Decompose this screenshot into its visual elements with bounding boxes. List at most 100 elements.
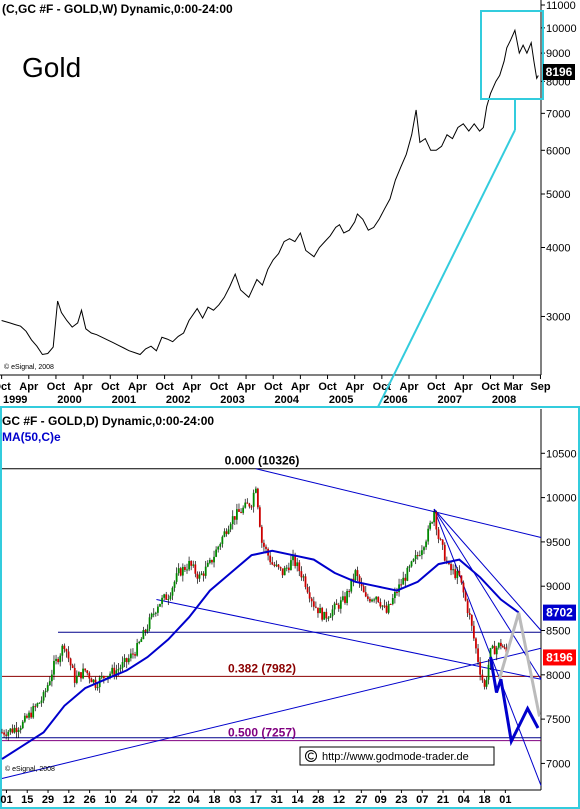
candle-body	[475, 638, 477, 649]
candle-body	[161, 597, 163, 604]
candle-body	[375, 596, 378, 600]
candle-body	[429, 522, 432, 529]
candle-body	[61, 645, 64, 656]
candle-body	[398, 584, 400, 593]
candle-body	[377, 596, 380, 603]
candle-body	[298, 562, 301, 572]
candle-body	[196, 573, 199, 579]
daily-x-tick-label: 12	[333, 794, 345, 806]
url-box-text: http://www.godmode-trader.de	[322, 751, 469, 763]
weekly-x-tick-label: Apr	[345, 381, 365, 393]
candle-body	[485, 679, 488, 687]
candle-body	[489, 648, 492, 665]
candle-body	[385, 605, 388, 613]
candle-body	[481, 674, 484, 681]
weekly-year-label: 2002	[166, 394, 190, 406]
daily-x-tick-label: 04	[458, 794, 471, 806]
candle-body	[229, 524, 232, 530]
candle-body	[356, 570, 359, 577]
candle-body	[13, 727, 16, 733]
candle-body	[283, 567, 286, 576]
daily-x-tick-label: 12	[63, 794, 75, 806]
daily-y-tick-label: 8500	[546, 626, 570, 638]
candle-body	[292, 554, 294, 561]
candle-body	[129, 653, 132, 659]
daily-x-tick-label: 24	[125, 794, 138, 806]
projection-blue-path	[489, 656, 540, 747]
candle-body	[344, 596, 346, 603]
candle-body	[350, 578, 353, 592]
candle-body	[445, 560, 448, 562]
candle-body	[396, 591, 398, 593]
candle-body	[466, 600, 469, 614]
fib-level-label: 0.382 (7982)	[228, 661, 296, 675]
candle-body	[57, 658, 60, 663]
candle-body	[408, 566, 411, 568]
weekly-year-label: 1999	[3, 394, 27, 406]
candle-body	[260, 526, 263, 543]
daily-x-tick-label: 14	[291, 794, 304, 806]
daily-x-tick-label: 04	[187, 794, 200, 806]
weekly-x-tick-label: Oct	[101, 381, 120, 393]
daily-chart-header: GC #F - GOLD,D) Dynamic,0:00-24:00	[2, 414, 214, 428]
candle-body	[67, 651, 70, 659]
weekly-chart-header: (C,GC #F - GOLD,W) Dynamic,0:00-24:00	[2, 2, 233, 16]
candle-body	[1, 732, 3, 734]
candle-body	[5, 734, 8, 736]
weekly-year-label: 2004	[275, 394, 300, 406]
candle-body	[346, 591, 348, 603]
candle-body	[493, 645, 496, 655]
candle-body	[38, 702, 41, 704]
weekly-year-label: 2007	[438, 394, 462, 406]
candle-body	[181, 566, 184, 576]
candle-body	[321, 607, 324, 620]
candle-body	[439, 538, 442, 540]
candle-body	[271, 562, 274, 565]
candle-body	[115, 670, 118, 676]
weekly-year-label: 2001	[112, 394, 136, 406]
candle-body	[501, 646, 504, 648]
candle-body	[113, 667, 116, 676]
candle-body	[192, 564, 195, 566]
daily-x-tick-label: 18	[208, 794, 220, 806]
daily-y-tick-label: 8000	[546, 670, 570, 682]
candle-body	[300, 571, 303, 578]
candle-body	[148, 617, 151, 629]
weekly-x-tick-label: Apr	[237, 381, 257, 393]
candle-body	[11, 728, 14, 733]
candle-body	[331, 609, 334, 617]
weekly-y-tick-label: 6000	[546, 145, 570, 157]
candle-body	[431, 522, 434, 524]
daily-y-tick-label: 7000	[546, 758, 570, 770]
weekly-chart-panel: (C,GC #F - GOLD,W) Dynamic,0:00-24:00 Go…	[0, 0, 577, 408]
candle-body	[325, 611, 328, 619]
candle-body	[323, 611, 326, 620]
weekly-x-tick-label: Oct	[318, 381, 337, 393]
candle-body	[7, 731, 10, 736]
candle-body	[342, 596, 344, 601]
trend-line	[1, 647, 542, 779]
candle-body	[503, 647, 506, 649]
candle-body	[119, 667, 122, 670]
candle-body	[36, 703, 39, 707]
candle-body	[400, 584, 403, 586]
candle-body	[30, 712, 33, 718]
weekly-x-tick-label: Oct	[0, 381, 11, 393]
candle-body	[317, 607, 319, 614]
daily-y-tick-label: 10500	[546, 448, 577, 460]
candle-body	[369, 598, 371, 602]
candle-body	[167, 599, 170, 601]
candle-body	[252, 492, 255, 507]
candle-body	[273, 564, 276, 566]
candle-body	[333, 603, 336, 610]
candle-body	[157, 606, 159, 613]
candle-body	[88, 673, 91, 679]
candle-body	[454, 569, 457, 579]
candle-body	[163, 594, 166, 598]
daily-price-badge-label: 8702	[546, 606, 573, 620]
candle-body	[17, 730, 20, 733]
weekly-x-tick-label: Apr	[19, 381, 39, 393]
trend-line	[433, 508, 542, 631]
daily-x-tick-label: 22	[168, 794, 180, 806]
candle-body	[443, 544, 446, 561]
